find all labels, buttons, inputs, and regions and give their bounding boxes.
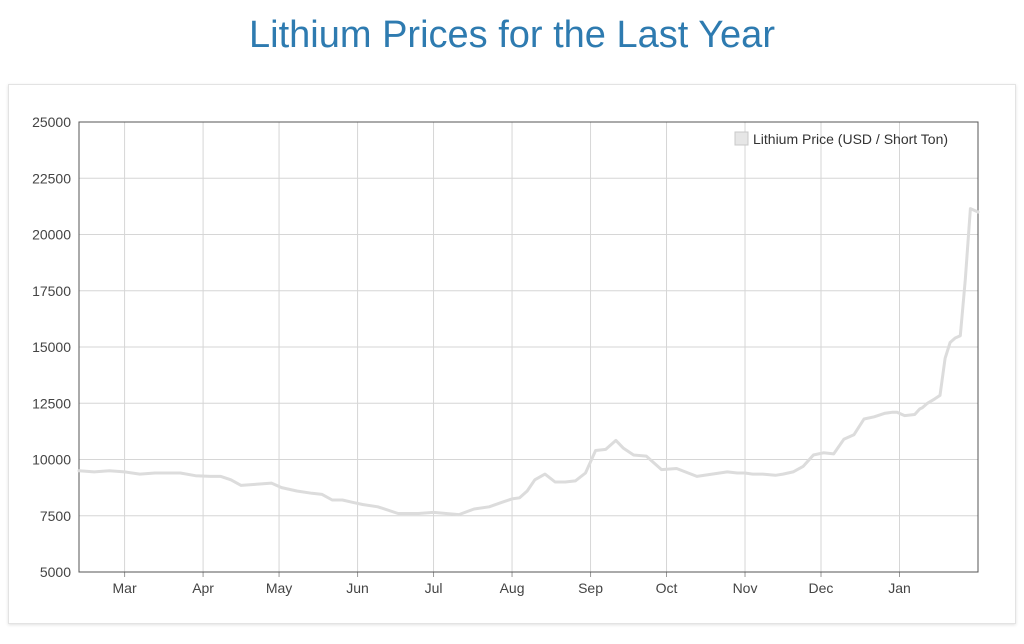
y-tick-label: 22500 [32,170,71,186]
x-tick-label: Jan [888,580,911,596]
y-tick-label: 7500 [40,508,71,524]
x-tick-label: Mar [113,580,137,596]
legend-label[interactable]: Lithium Price (USD / Short Ton) [753,131,948,147]
x-tick-label: Sep [578,580,603,596]
y-tick-label: 5000 [40,564,71,580]
y-tick-label: 10000 [32,452,71,468]
series-line-lithium-price[interactable] [77,207,980,517]
legend-swatch[interactable] [734,131,749,146]
y-tick-label: 12500 [32,395,71,411]
x-tick-label: Oct [656,580,678,596]
x-tick-label: Apr [192,580,214,596]
x-tick-label: Jul [425,580,443,596]
y-tick-label: 17500 [32,283,71,299]
x-tick-label: May [266,580,292,596]
y-tick-label: 25000 [32,114,71,130]
x-tick-label: Nov [733,580,758,596]
x-tick-label: Aug [500,580,525,596]
page-title: Lithium Prices for the Last Year [249,14,775,56]
x-tick-label: Jun [346,580,369,596]
x-tick-label: Dec [809,580,834,596]
y-tick-label: 15000 [32,339,71,355]
plot-frame [78,121,979,573]
y-tick-label: 20000 [32,227,71,243]
